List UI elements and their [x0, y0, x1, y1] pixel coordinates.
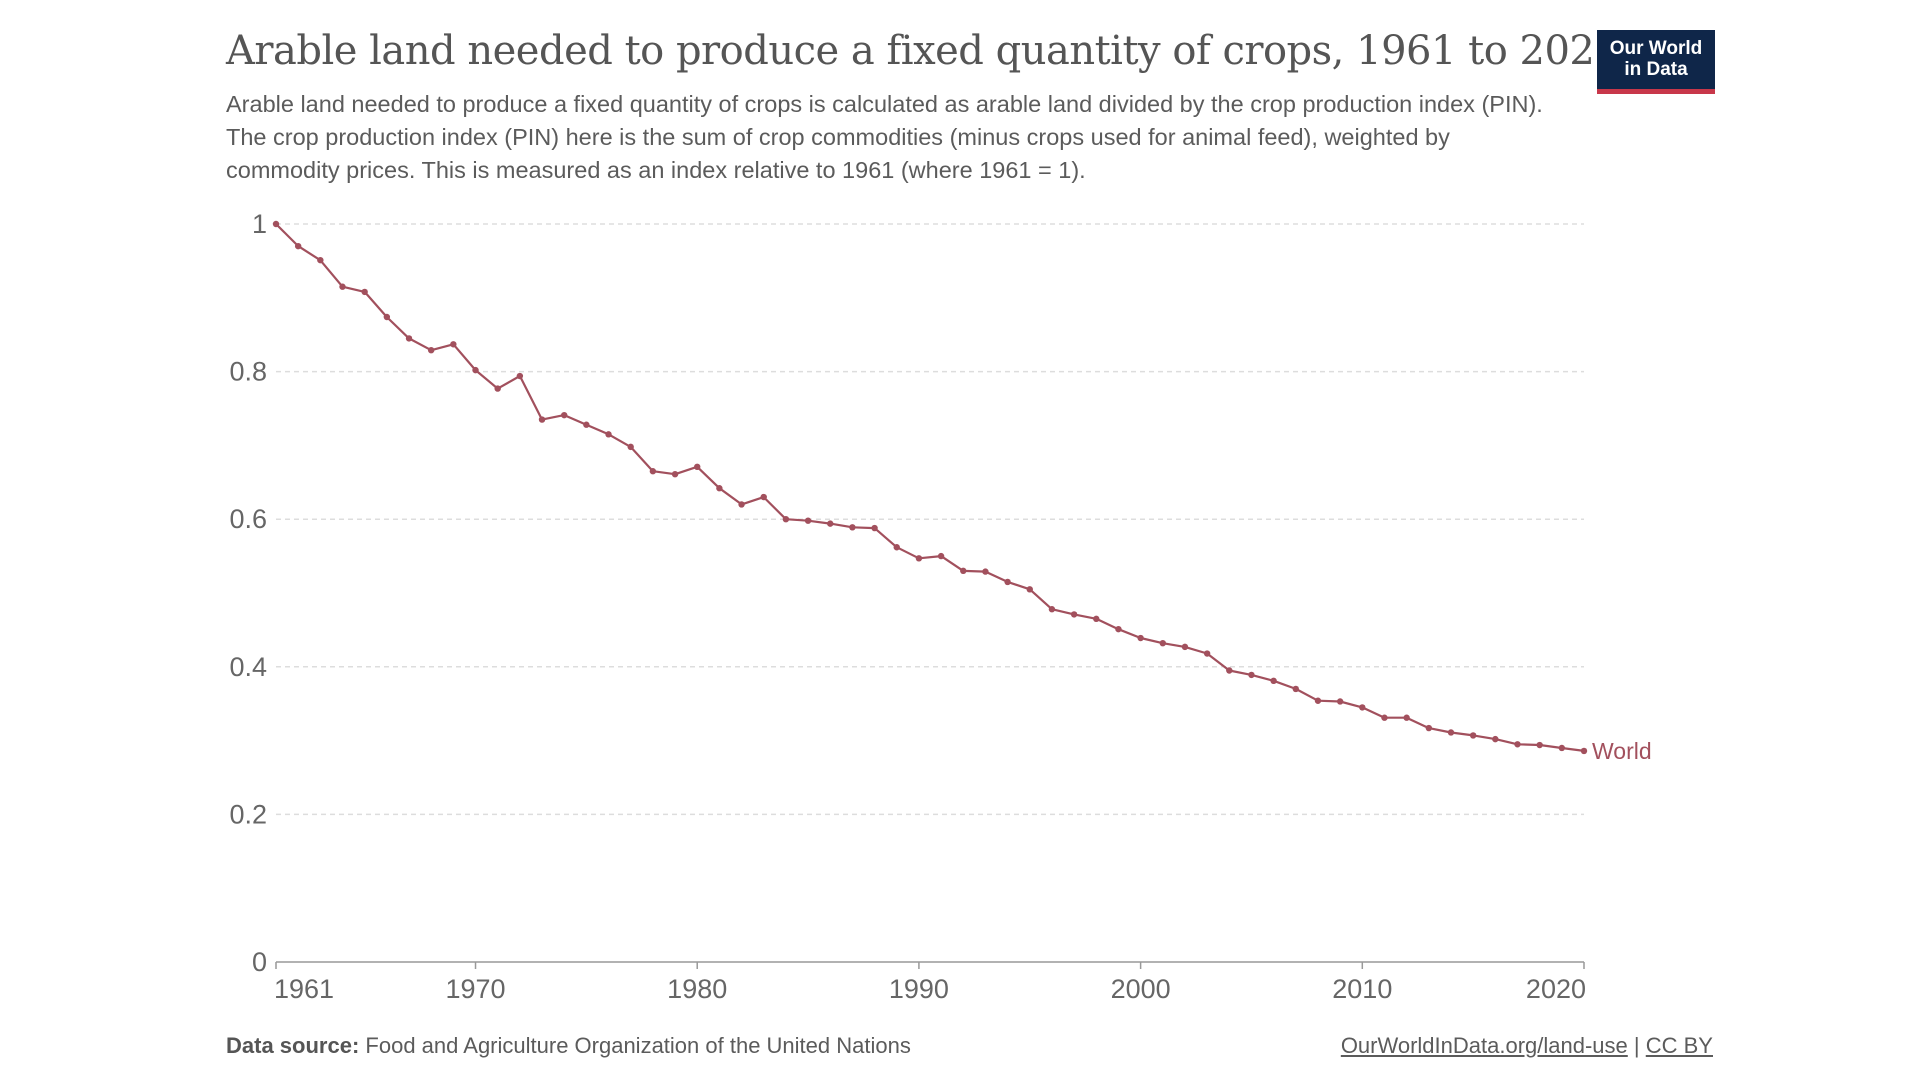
data-point[interactable] — [583, 421, 590, 428]
data-point[interactable] — [1093, 615, 1100, 623]
data-point[interactable] — [1159, 639, 1166, 647]
data-point[interactable] — [1226, 667, 1233, 674]
tick-labels: 0 0.2 0.4 0.6 0.8 1 1961 1970 1980 1990 2000 2010 20… — [229, 209, 1586, 1004]
data-point[interactable] — [561, 411, 568, 419]
data-point[interactable] — [1203, 650, 1211, 657]
y-tick-label: 0 — [252, 947, 267, 977]
x-tick-label: 2010 — [1332, 974, 1392, 1004]
data-point[interactable] — [516, 372, 524, 380]
data-point[interactable] — [294, 242, 302, 250]
series-label-world[interactable]: World — [1592, 738, 1652, 764]
footer-links: OurWorldInData.org/land-use | CC BY — [1341, 1033, 1713, 1059]
chart-title: Arable land needed to produce a fixed qu… — [226, 28, 1620, 74]
data-point[interactable] — [671, 470, 679, 478]
data-point[interactable] — [1403, 714, 1410, 721]
chart-subtitle: Arable land needed to produce a fixed qu… — [226, 91, 1543, 183]
data-point[interactable] — [317, 256, 324, 264]
data-point[interactable] — [760, 493, 767, 501]
data-point[interactable] — [694, 463, 701, 471]
data-source-text: Food and Agriculture Organization of the… — [365, 1033, 911, 1058]
x-tick-label: 1961 — [274, 974, 334, 1004]
data-point[interactable] — [937, 552, 945, 560]
data-point[interactable] — [782, 516, 790, 523]
logo-line-1: Our World — [1609, 38, 1703, 59]
data-point[interactable] — [427, 346, 435, 354]
land-use-link[interactable]: OurWorldInData.org/land-use — [1340, 1033, 1628, 1058]
data-point[interactable] — [716, 485, 723, 492]
data-point[interactable] — [649, 468, 657, 475]
data-point[interactable] — [1536, 741, 1543, 749]
data-point[interactable] — [494, 385, 501, 392]
data-point[interactable] — [738, 501, 745, 508]
logo-line-2: in Data — [1624, 59, 1688, 80]
data-point[interactable] — [1292, 685, 1299, 693]
x-axis — [275, 961, 1585, 969]
x-tick-label: 1980 — [667, 974, 727, 1004]
grid-lines — [276, 223, 1584, 816]
series-world: World — [272, 220, 1652, 764]
data-point[interactable] — [1359, 704, 1366, 711]
data-point[interactable] — [339, 283, 346, 290]
data-point[interactable] — [450, 341, 457, 348]
data-point[interactable] — [1026, 586, 1033, 593]
data-point[interactable] — [1514, 741, 1521, 748]
data-point[interactable] — [538, 416, 546, 423]
data-point[interactable] — [1469, 732, 1477, 739]
data-point[interactable] — [1492, 735, 1499, 743]
data-point[interactable] — [1558, 744, 1566, 752]
data-point[interactable] — [915, 555, 923, 562]
data-point[interactable] — [871, 524, 878, 532]
x-tick-label: 2020 — [1526, 974, 1586, 1004]
data-point[interactable] — [272, 220, 280, 228]
x-tick-label: 1970 — [445, 974, 505, 1004]
data-point[interactable] — [1004, 578, 1011, 586]
owid-logo[interactable]: Our World in Data — [1597, 30, 1715, 94]
y-tick-label: 0.8 — [229, 357, 267, 387]
data-point[interactable] — [1447, 729, 1455, 736]
data-point[interactable] — [1425, 724, 1433, 732]
data-point[interactable] — [827, 520, 834, 527]
data-point[interactable] — [1248, 671, 1255, 679]
data-point[interactable] — [982, 568, 989, 575]
y-tick-label: 0.6 — [229, 504, 267, 534]
data-point[interactable] — [627, 443, 634, 451]
y-tick-label: 0.2 — [229, 799, 267, 829]
data-point[interactable] — [1580, 747, 1588, 755]
data-source: Data source: Food and Agriculture Organi… — [226, 1033, 911, 1059]
data-point[interactable] — [1137, 634, 1144, 642]
data-point[interactable] — [849, 524, 856, 531]
data-point[interactable] — [383, 313, 391, 321]
data-point[interactable] — [405, 335, 413, 342]
data-point[interactable] — [1070, 611, 1078, 618]
series-line — [275, 223, 1585, 752]
x-tick-label: 1990 — [889, 974, 949, 1004]
x-tick-label: 2000 — [1111, 974, 1171, 1004]
data-point[interactable] — [1336, 698, 1344, 705]
y-tick-label: 1 — [252, 209, 267, 239]
data-point[interactable] — [1314, 697, 1322, 704]
data-point[interactable] — [960, 567, 967, 575]
data-point[interactable] — [804, 517, 812, 524]
data-point[interactable] — [1270, 677, 1277, 685]
data-point[interactable] — [1048, 606, 1056, 613]
data-source-label: Data source: — [226, 1033, 360, 1058]
footer-separator: | — [1633, 1033, 1640, 1058]
data-point[interactable] — [605, 431, 612, 438]
data-point[interactable] — [1115, 625, 1122, 633]
y-tick-label: 0.4 — [229, 652, 267, 682]
data-point[interactable] — [361, 288, 368, 296]
data-point[interactable] — [1381, 714, 1388, 721]
license-link[interactable]: CC BY — [1645, 1033, 1713, 1058]
data-point[interactable] — [1181, 643, 1189, 651]
data-point[interactable] — [472, 366, 479, 374]
data-point[interactable] — [893, 544, 900, 551]
